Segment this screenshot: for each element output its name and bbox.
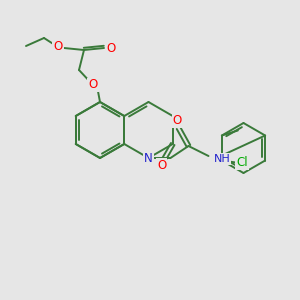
Text: O: O [157, 159, 167, 172]
Text: N: N [144, 152, 153, 164]
Text: O: O [53, 40, 63, 53]
Text: O: O [88, 79, 98, 92]
Text: NH: NH [214, 154, 230, 164]
Text: Cl: Cl [236, 156, 248, 169]
Text: O: O [106, 41, 116, 55]
Text: O: O [173, 115, 182, 128]
